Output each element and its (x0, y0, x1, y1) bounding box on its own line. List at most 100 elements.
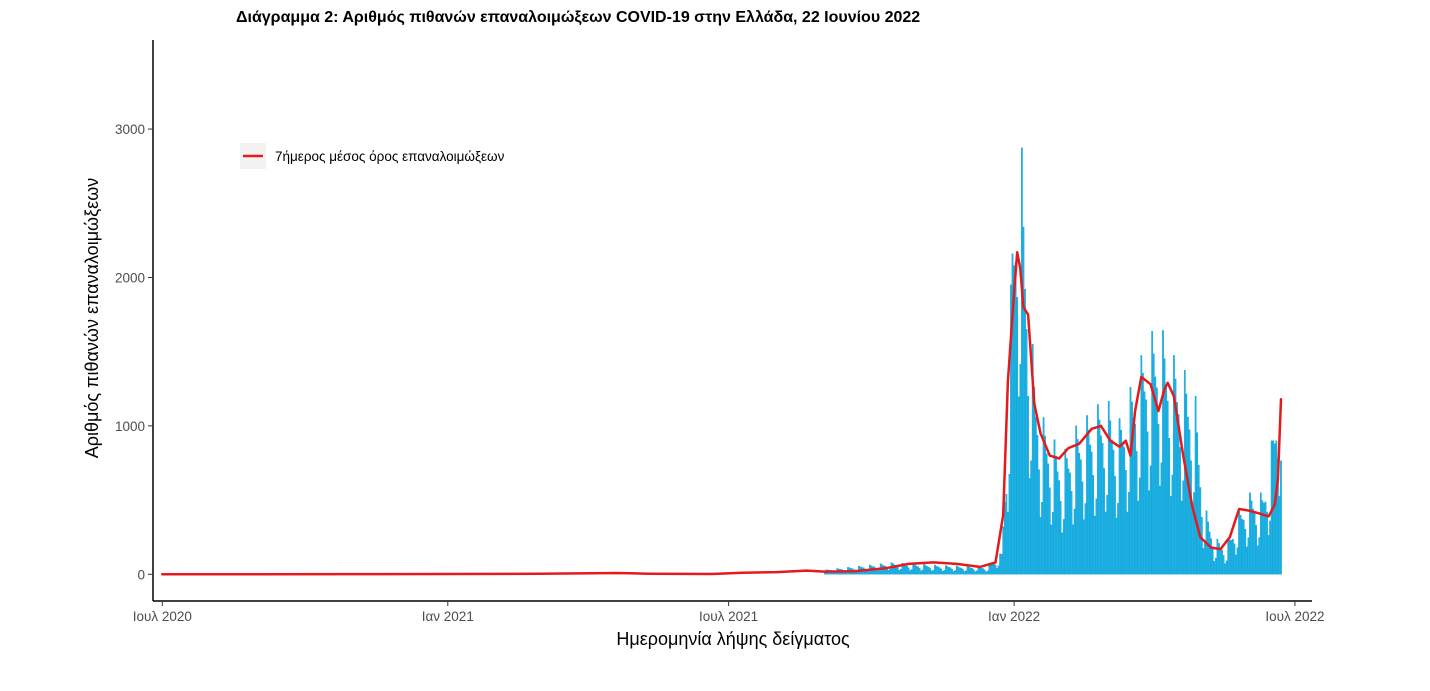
daily-bar (955, 565, 958, 575)
daily-bar (1073, 508, 1076, 575)
daily-bar (889, 568, 891, 575)
daily-bar (1135, 451, 1138, 575)
daily-bar (989, 564, 992, 575)
daily-bar (1162, 330, 1164, 575)
daily-bar (904, 565, 907, 575)
daily-bar (1014, 262, 1017, 575)
daily-bar (944, 565, 947, 575)
daily-bar (1263, 502, 1265, 575)
daily-bar (1031, 344, 1034, 575)
daily-bar (1253, 512, 1256, 575)
daily-bar (979, 567, 981, 575)
daily-bar (1236, 547, 1239, 575)
daily-bar (1058, 480, 1060, 575)
daily-bar (1208, 531, 1211, 575)
daily-bar (1157, 423, 1160, 575)
daily-bar (1095, 498, 1098, 575)
daily-bar (1278, 496, 1281, 575)
daily-bar (1245, 546, 1248, 575)
daily-bar (1076, 439, 1079, 575)
daily-bar (1190, 460, 1192, 575)
daily-bar (1233, 543, 1236, 575)
daily-bar (1067, 468, 1070, 575)
daily-bar (938, 567, 941, 575)
daily-bar (1048, 487, 1051, 575)
daily-bar (1053, 439, 1056, 575)
daily-bar (1115, 517, 1118, 575)
daily-bar (983, 569, 986, 575)
legend-label: 7ήμερος μέσος όρος επαναλοιμώξεων (275, 149, 505, 164)
daily-bar (1216, 538, 1219, 575)
daily-bar (1118, 418, 1121, 575)
daily-bar (1222, 555, 1225, 575)
daily-bar (1072, 524, 1074, 575)
daily-bar (1011, 253, 1014, 575)
daily-bar (954, 570, 957, 575)
daily-bar (1038, 469, 1040, 575)
daily-bar (994, 564, 997, 575)
daily-bar (1259, 492, 1262, 575)
daily-bar (1197, 464, 1200, 575)
x-tick-label: Ιουλ 2021 (699, 609, 758, 624)
daily-bar (1194, 396, 1197, 575)
chart-title: Διάγραμμα 2: Αριθμός πιθανών επαναλοιμώξ… (236, 9, 920, 26)
daily-bar (1027, 396, 1029, 575)
daily-bar (1123, 447, 1126, 575)
daily-bar (1056, 471, 1059, 575)
daily-bar (929, 568, 932, 575)
daily-bar (982, 568, 984, 575)
daily-bar (988, 565, 991, 575)
daily-bar (1138, 477, 1141, 575)
daily-bar (1238, 511, 1240, 575)
daily-bar (931, 570, 933, 575)
daily-bar (949, 567, 952, 575)
y-tick-label: 0 (137, 567, 145, 582)
daily-bar (1104, 511, 1107, 575)
daily-bar (1168, 438, 1171, 575)
daily-bar (1210, 538, 1212, 575)
daily-bar (1207, 521, 1209, 575)
daily-bar (898, 570, 901, 575)
daily-bar (1013, 265, 1015, 575)
x-tick-label: Ιαν 2022 (988, 609, 1040, 624)
daily-bar (1090, 451, 1093, 575)
daily-bar (1117, 502, 1119, 575)
daily-bar (1019, 363, 1022, 575)
daily-bar (1156, 387, 1158, 575)
daily-bar (1275, 440, 1278, 575)
daily-bar (1244, 528, 1247, 575)
daily-bar (1235, 554, 1237, 575)
daily-bar (957, 566, 960, 575)
daily-bar (952, 571, 955, 575)
daily-bar (1016, 297, 1019, 575)
daily-bar (1152, 353, 1155, 575)
daily-bar (963, 571, 966, 575)
daily-bar (899, 569, 902, 575)
daily-bar (1017, 396, 1020, 575)
daily-bar (1030, 460, 1033, 575)
daily-bar (1151, 331, 1154, 575)
daily-bar (1225, 560, 1228, 575)
daily-bar (1196, 432, 1199, 575)
daily-bar (951, 569, 953, 575)
daily-bar (1007, 511, 1009, 575)
daily-bar (1239, 514, 1242, 575)
daily-bar (1146, 431, 1149, 575)
tick-labels: 0 1000 2000 3000 Ιουλ 2020 Ιαν 2021 Ιουλ 2021 Ι… (115, 122, 1325, 624)
daily-bar (1021, 147, 1023, 575)
daily-bar (1280, 460, 1282, 575)
daily-bar (1070, 491, 1073, 575)
daily-bar (915, 565, 918, 575)
daily-bar (896, 567, 899, 575)
legend: 7ήμερος μέσος όρος επαναλοιμώξεων (240, 143, 505, 169)
daily-bar (1241, 519, 1244, 575)
daily-bar (1247, 537, 1250, 575)
daily-bar (1179, 447, 1181, 575)
daily-bar (960, 567, 963, 575)
daily-bar (1084, 503, 1087, 575)
daily-bar (1061, 532, 1064, 575)
daily-bar (1142, 372, 1144, 575)
daily-bar (1069, 472, 1071, 575)
daily-bar (1204, 543, 1206, 575)
daily-bar (940, 568, 943, 575)
